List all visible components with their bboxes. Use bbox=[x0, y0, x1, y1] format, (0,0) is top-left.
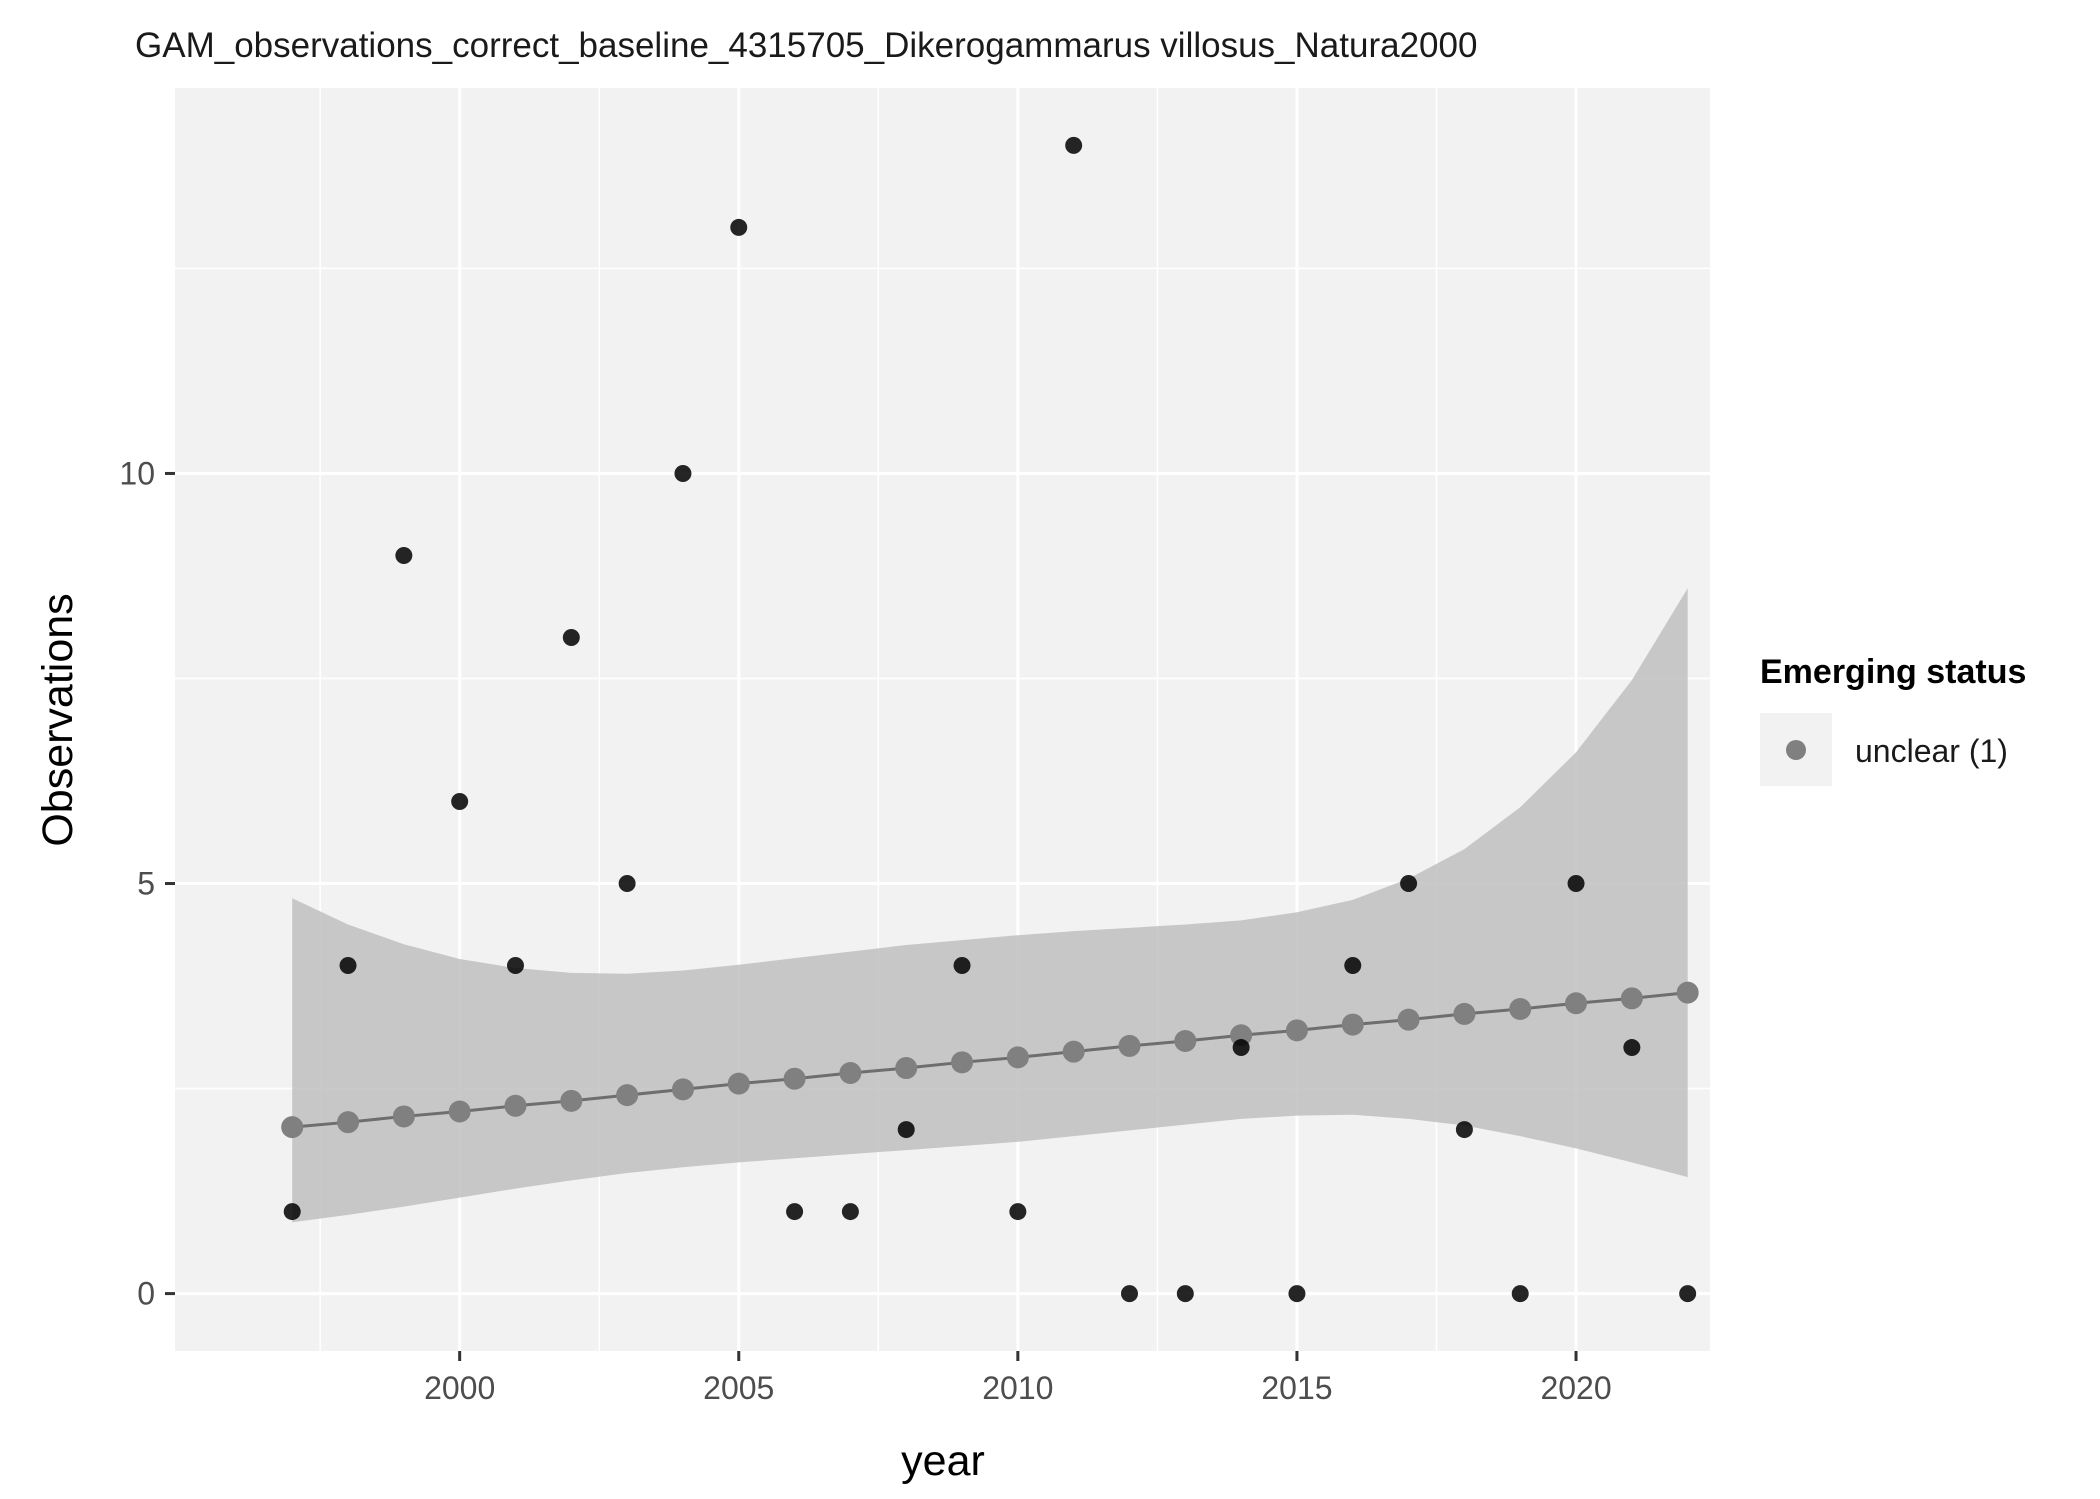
fitted-point bbox=[1174, 1029, 1197, 1052]
fitted-point bbox=[1285, 1019, 1308, 1042]
fitted-point bbox=[448, 1100, 471, 1123]
y-tick-label: 5 bbox=[137, 866, 155, 902]
observed-points bbox=[283, 136, 1697, 1303]
observed-point bbox=[451, 793, 469, 811]
fitted-point bbox=[1453, 1002, 1476, 1025]
fitted-point bbox=[1341, 1013, 1364, 1036]
legend: Emerging status unclear (1) bbox=[1760, 653, 2026, 786]
fitted-point bbox=[504, 1094, 527, 1117]
observed-point bbox=[786, 1203, 804, 1221]
legend-title: Emerging status bbox=[1760, 653, 2026, 691]
fitted-point bbox=[839, 1061, 862, 1084]
legend-key-marker bbox=[1786, 740, 1806, 760]
observed-point bbox=[1455, 1121, 1473, 1139]
confidence-ribbon bbox=[292, 588, 1688, 1223]
observed-point bbox=[953, 957, 971, 975]
observed-point bbox=[562, 628, 580, 646]
fitted-point bbox=[727, 1072, 750, 1095]
chart-title: GAM_observations_correct_baseline_431570… bbox=[135, 26, 1477, 65]
x-axis-title: year bbox=[901, 1437, 985, 1485]
x-tick-label: 2020 bbox=[1540, 1370, 1611, 1406]
fitted-point bbox=[1676, 981, 1699, 1004]
observed-point bbox=[339, 957, 357, 975]
x-tick-label: 2005 bbox=[703, 1370, 774, 1406]
fitted-point bbox=[1006, 1046, 1029, 1069]
observed-point bbox=[395, 546, 413, 564]
x-tick-label: 2010 bbox=[982, 1370, 1053, 1406]
observed-point bbox=[283, 1203, 301, 1221]
fitted-point bbox=[1397, 1008, 1420, 1031]
fitted-point bbox=[1620, 987, 1643, 1010]
observed-point bbox=[1009, 1203, 1027, 1221]
x-axis: 2000 2005 2010 2015 2020 bbox=[424, 1351, 1612, 1406]
observed-point bbox=[897, 1121, 915, 1139]
fitted-point bbox=[783, 1067, 806, 1090]
x-tick-label: 2015 bbox=[1261, 1370, 1332, 1406]
fitted-point bbox=[1118, 1034, 1141, 1057]
observed-point bbox=[1511, 1285, 1529, 1303]
observed-point bbox=[730, 218, 748, 236]
x-tick-label: 2000 bbox=[424, 1370, 495, 1406]
fitted-point bbox=[1062, 1040, 1085, 1063]
observed-point bbox=[1400, 875, 1418, 893]
observed-point bbox=[1120, 1285, 1138, 1303]
legend-entry-label: unclear (1) bbox=[1855, 733, 2008, 769]
fitted-point bbox=[951, 1051, 974, 1074]
fitted-point bbox=[1509, 998, 1532, 1021]
observed-point bbox=[1623, 1039, 1641, 1057]
observed-point bbox=[1288, 1285, 1306, 1303]
fitted-point bbox=[895, 1057, 918, 1080]
y-axis: 0 5 10 bbox=[119, 455, 175, 1312]
y-tick-label: 0 bbox=[137, 1276, 155, 1312]
fitted-point bbox=[616, 1084, 639, 1107]
y-axis-title: Observations bbox=[34, 593, 82, 846]
fitted-point bbox=[1565, 992, 1588, 1015]
observed-point bbox=[1065, 136, 1083, 154]
observed-point bbox=[1567, 875, 1585, 893]
y-tick-label: 10 bbox=[119, 455, 155, 491]
observed-point bbox=[618, 875, 636, 893]
fitted-point bbox=[560, 1089, 583, 1112]
fitted-point bbox=[671, 1078, 694, 1101]
observed-point bbox=[1232, 1039, 1250, 1057]
fitted-point bbox=[281, 1116, 304, 1139]
observed-point bbox=[1176, 1285, 1194, 1303]
fitted-point bbox=[1230, 1024, 1253, 1047]
observed-point bbox=[1344, 957, 1362, 975]
fitted-points bbox=[281, 981, 1699, 1139]
observed-point bbox=[841, 1203, 859, 1221]
observed-point bbox=[1679, 1285, 1697, 1303]
fitted-point bbox=[392, 1105, 415, 1128]
observed-point bbox=[674, 464, 692, 482]
observed-point bbox=[506, 957, 524, 975]
fitted-point bbox=[337, 1111, 360, 1134]
